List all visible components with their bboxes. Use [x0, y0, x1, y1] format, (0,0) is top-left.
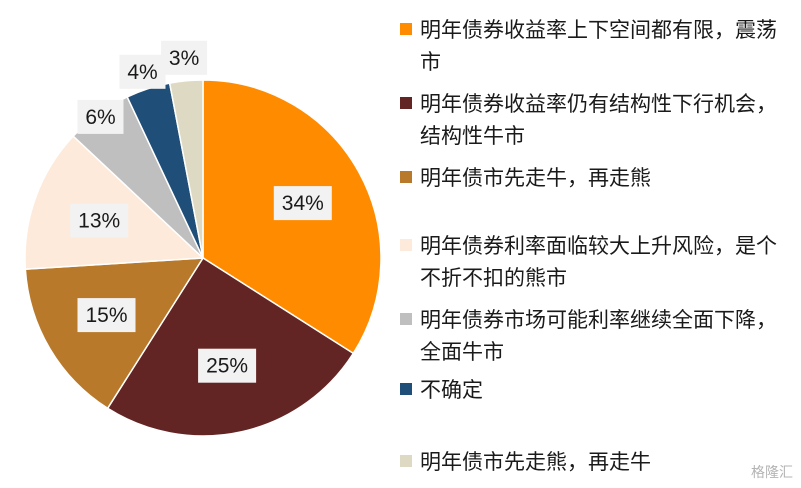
data-label-2: 25% [198, 348, 257, 383]
data-label-7: 3% [161, 40, 208, 75]
data-label-text: 15% [85, 304, 127, 327]
legend-swatch [400, 383, 412, 395]
legend-swatch [400, 313, 412, 325]
legend-label: 不确定 [420, 378, 483, 402]
data-label-5: 6% [77, 99, 124, 134]
legend-label: 明年债券收益率上下空间都有限，震荡市 [420, 18, 777, 74]
data-label-box [77, 99, 124, 134]
data-label-text: 25% [206, 355, 248, 378]
data-label-box [70, 203, 129, 238]
pie-data-labels: 34% 25% 15% 13% 6% 4% 3% [70, 40, 332, 383]
data-label-box [77, 298, 136, 333]
legend-swatch [400, 171, 412, 183]
legend-label: 明年债券市场可能利率继续全面下降，全面牛市 [420, 308, 777, 364]
data-label-text: 34% [282, 192, 324, 215]
pie-slice-4 [24, 135, 205, 270]
watermark: 格隆汇 [751, 465, 793, 481]
data-label-3: 15% [77, 298, 136, 333]
pie-slice-3 [24, 257, 205, 410]
data-label-4: 13% [70, 203, 129, 238]
data-label-text: 4% [127, 61, 157, 84]
legend-swatch [400, 239, 412, 251]
legend-label: 明年债券收益率仍有结构性下行机会，结构性牛市 [420, 92, 777, 148]
legend-swatch [400, 23, 412, 35]
data-label-1: 34% [273, 186, 332, 221]
pie-slices [24, 79, 382, 437]
data-label-6: 4% [119, 54, 166, 89]
data-label-box [273, 186, 332, 221]
data-label-text: 13% [78, 210, 120, 233]
data-label-box [119, 54, 166, 89]
data-label-box [161, 40, 208, 75]
legend-swatch [400, 97, 412, 109]
pie-slice-2 [106, 256, 355, 437]
legend-label: 明年债市先走牛，再走熊 [420, 166, 651, 190]
pie-slice-7 [168, 79, 204, 259]
data-label-text: 3% [169, 47, 199, 70]
data-label-box [198, 348, 257, 383]
legend-label: 明年债市先走熊，再走牛 [420, 450, 651, 474]
data-label-text: 6% [85, 106, 115, 129]
legend-swatch [400, 455, 412, 467]
legend-label: 明年债券利率面临较大上升风险，是个不折不扣的熊市 [420, 234, 777, 290]
